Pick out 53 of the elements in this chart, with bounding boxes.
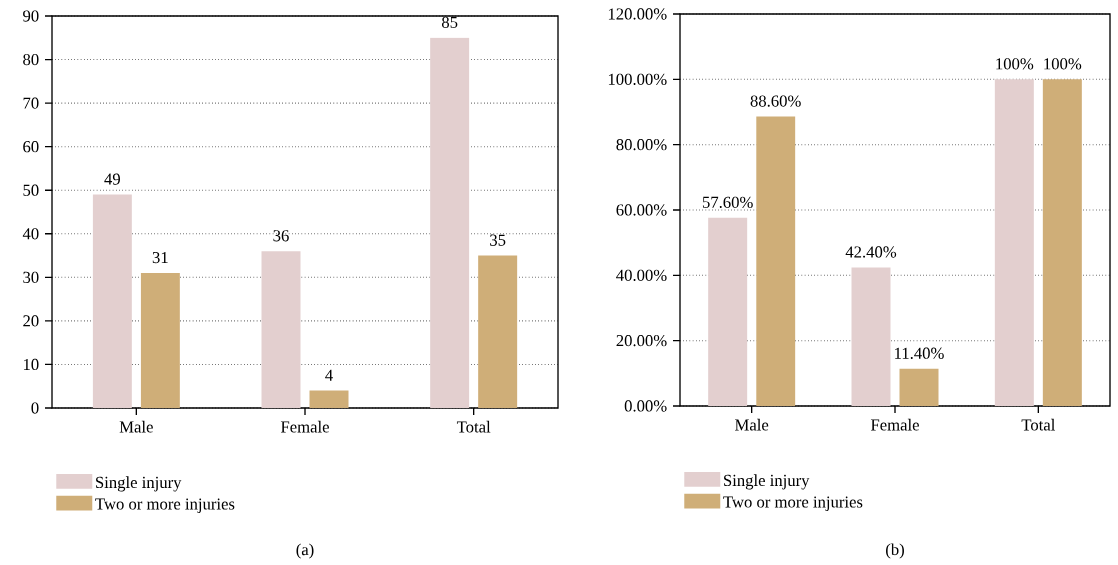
y-tick-label: 20.00%	[616, 335, 667, 347]
y-tick-label: 0.00%	[624, 400, 667, 412]
text: (b)	[886, 543, 904, 559]
data-label: 31	[152, 251, 168, 264]
bar	[478, 255, 518, 408]
data-label: 42.40%	[845, 246, 897, 258]
x-tick-label: Total	[1021, 418, 1056, 431]
data-label: 36	[273, 230, 289, 242]
x-tick-label: Male	[119, 420, 153, 433]
bar	[140, 272, 180, 408]
y-tick-label: 40.00%	[616, 269, 667, 281]
y-tick-label: 90	[23, 10, 39, 22]
y-tick-label: 30	[23, 271, 39, 283]
y-tick-label: 100.00%	[608, 73, 667, 85]
bar	[756, 116, 796, 406]
y-tick-label: 120.00%	[608, 8, 667, 20]
data-label: 49	[104, 173, 120, 185]
legend-label: Two or more injuries	[95, 498, 235, 513]
y-tick-label: 10	[23, 358, 39, 371]
legend-label: Single injury	[96, 476, 182, 492]
bar	[1042, 79, 1082, 406]
y-tick-label: 80	[23, 53, 39, 66]
x-tick-label: Total	[456, 420, 491, 433]
text: (a)	[296, 543, 314, 559]
data-label: 100%	[996, 58, 1034, 70]
legend-label: Single injury	[724, 474, 810, 490]
y-tick-label: 20	[23, 315, 39, 327]
data-label: 4	[325, 369, 333, 381]
data-label: 85	[441, 16, 458, 28]
data-label: 100%	[1044, 58, 1082, 70]
bar	[92, 194, 132, 408]
x-tick-label: Male	[735, 418, 769, 431]
y-tick-label: 80.00%	[616, 139, 667, 151]
bar	[708, 217, 748, 406]
y-tick-label: 0	[31, 402, 39, 414]
y-tick-label: 60	[23, 141, 39, 153]
x-tick-label: Female	[870, 418, 919, 431]
y-tick-label: 70	[23, 97, 39, 109]
bar	[994, 79, 1034, 406]
legend-label: Two or more injuries	[723, 496, 863, 511]
data-label: 35	[490, 234, 506, 246]
bar	[309, 390, 349, 408]
y-tick-label: 40	[22, 228, 39, 240]
bar	[851, 267, 891, 406]
bar	[430, 37, 470, 408]
data-label: 57.60%	[702, 196, 753, 209]
y-tick-label: 50	[23, 184, 39, 196]
y-tick-label: 60.00%	[616, 204, 667, 216]
data-label: 11.40%	[895, 347, 944, 359]
data-label: 88.60%	[750, 95, 801, 107]
bar	[261, 251, 301, 408]
bar	[899, 368, 939, 406]
x-tick-label: Female	[280, 420, 329, 433]
